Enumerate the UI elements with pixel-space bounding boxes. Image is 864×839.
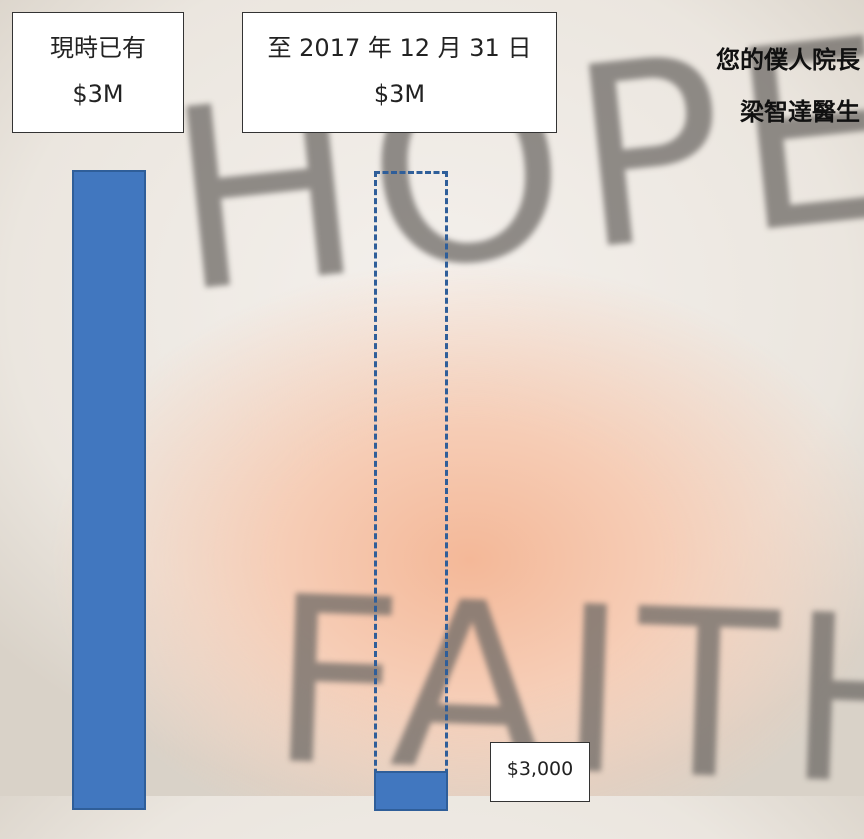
- current-amount: $3M: [13, 71, 183, 117]
- current-label: 現時已有: [13, 25, 183, 71]
- small-bar: [374, 771, 448, 811]
- page: HOPE FAITH 現時已有 $3M 至 2017 年 12 月 31 日 $…: [0, 0, 864, 796]
- signature-line: 梁智達醫生: [740, 92, 860, 127]
- target-box: 至 2017 年 12 月 31 日 $3M: [242, 12, 557, 133]
- target-label: 至 2017 年 12 月 31 日: [243, 25, 556, 71]
- signature-line: 您的僕人院長: [716, 40, 860, 75]
- current-box: 現時已有 $3M: [12, 12, 184, 133]
- target-outline: [374, 171, 448, 811]
- target-amount: $3M: [243, 71, 556, 117]
- current-bar: [72, 170, 146, 810]
- small-bar-label: $3,000: [490, 742, 590, 802]
